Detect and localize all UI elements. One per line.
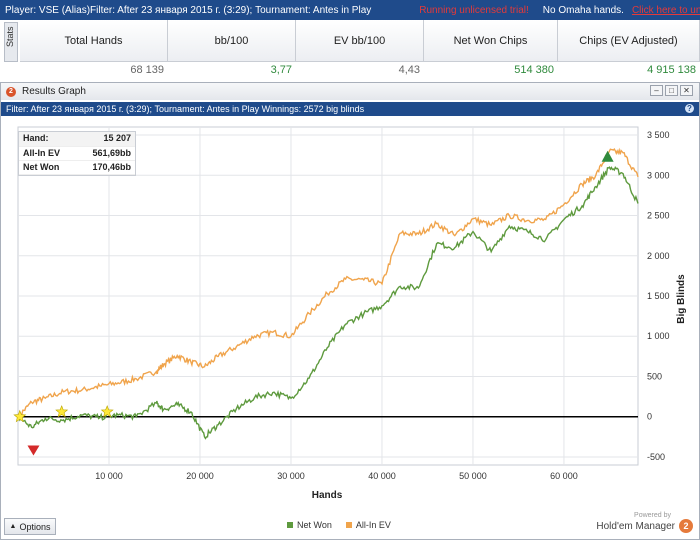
- x-tick-label: 20 000: [186, 471, 214, 481]
- brand-name: Hold'em Manager: [596, 520, 675, 532]
- value-ev-bb100: 4,43: [398, 64, 420, 76]
- info-row-hand: Hand: 15 207: [19, 132, 135, 147]
- star-marker[interactable]: [100, 405, 114, 418]
- info-row-net-won: Net Won 170,46bb: [19, 161, 135, 175]
- trial-warning: Running unlicensed trial!: [419, 4, 529, 16]
- triangle-down-marker[interactable]: [27, 445, 40, 456]
- column-header-ev-bb100[interactable]: EV bb/100: [296, 20, 424, 61]
- y-tick-label: 2 500: [647, 211, 670, 221]
- y-tick-label: 1 000: [647, 331, 670, 341]
- x-axis-label: Hands: [312, 490, 343, 501]
- info-label: Net Won: [23, 162, 60, 172]
- value-chips-ev: 4 915 138: [647, 64, 696, 76]
- info-value: 561,69bb: [92, 148, 131, 158]
- powered-by: Powered by Hold'em Manager 2: [596, 512, 693, 533]
- value-bb100: 3,77: [270, 64, 292, 76]
- value-net-won-chips: 514 380: [514, 64, 554, 76]
- legend-swatch: [345, 522, 352, 528]
- graph-filter-text: Filter: After 23 января 2015 г. (3:29); …: [6, 104, 365, 114]
- x-tick-label: 50 000: [459, 471, 487, 481]
- series-line-net-won[interactable]: [17, 165, 639, 440]
- y-tick-label: -500: [647, 452, 665, 462]
- info-label: Hand:: [23, 133, 49, 143]
- y-axis-label: Big Blinds: [676, 274, 687, 324]
- hand-info-box: Hand: 15 207 All-In EV 561,69bb Net Won …: [18, 131, 136, 176]
- series-line-all-in-ev[interactable]: [17, 147, 639, 421]
- maximize-button[interactable]: □: [665, 85, 678, 96]
- value-total-hands: 68 139: [130, 64, 164, 76]
- window-title-bar[interactable]: 2 Results Graph – □ ✕: [1, 83, 699, 100]
- filter-label: Filter: After 23 января 2015 г. (3:29); …: [90, 4, 372, 16]
- info-label: All-In EV: [23, 148, 61, 158]
- triangle-up-marker[interactable]: [601, 150, 614, 162]
- y-tick-label: 500: [647, 371, 662, 381]
- y-tick-label: 2 000: [647, 251, 670, 261]
- y-tick-label: 1 500: [647, 291, 670, 301]
- legend-label: All-In EV: [355, 520, 391, 530]
- x-tick-label: 10 000: [95, 471, 123, 481]
- window-title: Results Graph: [22, 86, 86, 97]
- unlock-link[interactable]: Click here to unlock: [631, 4, 700, 16]
- top-status-bar: Player: VSE (Alias) Filter: After 23 янв…: [0, 0, 700, 20]
- stats-tab-label: Stats: [5, 26, 15, 47]
- stats-tab[interactable]: Stats: [4, 22, 18, 62]
- brand-logo-icon: 2: [679, 519, 693, 533]
- y-tick-label: 3 000: [647, 170, 670, 180]
- summary-header: Total Hands bb/100 EV bb/100 Net Won Chi…: [20, 20, 700, 62]
- summary-values-row: 68 139 3,77 4,43 514 380 4 915 138: [20, 62, 700, 78]
- column-header-net-won-chips[interactable]: Net Won Chips: [424, 20, 558, 61]
- minimize-button[interactable]: –: [650, 85, 663, 96]
- legend-swatch: [287, 522, 293, 528]
- y-tick-label: 3 500: [647, 130, 670, 140]
- x-tick-label: 40 000: [368, 471, 396, 481]
- powered-by-label: Powered by: [634, 512, 671, 519]
- legend-item-allin-ev[interactable]: All-In EV: [345, 520, 391, 530]
- star-marker[interactable]: [13, 409, 27, 423]
- chart-legend: Net Won All-In EV: [287, 520, 391, 530]
- y-tick-label: 0: [647, 412, 652, 422]
- legend-label: Net Won: [297, 520, 332, 530]
- column-header-chips-ev[interactable]: Chips (EV Adjusted): [558, 20, 700, 61]
- app-icon: 2: [6, 86, 16, 97]
- results-chart[interactable]: 10 000 20 000 30 000 40 000 50 000 60 000 3 5…: [1, 117, 699, 509]
- legend-item-net-won[interactable]: Net Won: [287, 520, 332, 530]
- close-button[interactable]: ✕: [680, 85, 693, 96]
- info-value: 170,46bb: [92, 162, 131, 172]
- options-button[interactable]: ▲ Options: [4, 518, 56, 535]
- info-value: 15 207: [103, 133, 131, 143]
- graph-filter-bar: Filter: After 23 января 2015 г. (3:29); …: [1, 102, 699, 116]
- omaha-notice: No Omaha hands.: [542, 4, 624, 16]
- column-header-bb100[interactable]: bb/100: [168, 20, 296, 61]
- info-row-allin-ev: All-In EV 561,69bb: [19, 147, 135, 161]
- column-header-total-hands[interactable]: Total Hands: [20, 20, 168, 61]
- x-tick-label: 30 000: [277, 471, 305, 481]
- x-tick-label: 60 000: [550, 471, 578, 481]
- chevron-up-icon: ▲: [9, 523, 17, 530]
- help-icon[interactable]: ?: [685, 104, 694, 113]
- player-label: Player: VSE (Alias): [5, 4, 91, 16]
- options-label: Options: [19, 521, 51, 532]
- results-graph-window: 2 Results Graph – □ ✕ Filter: After 23 я…: [0, 82, 700, 540]
- star-marker[interactable]: [55, 405, 69, 418]
